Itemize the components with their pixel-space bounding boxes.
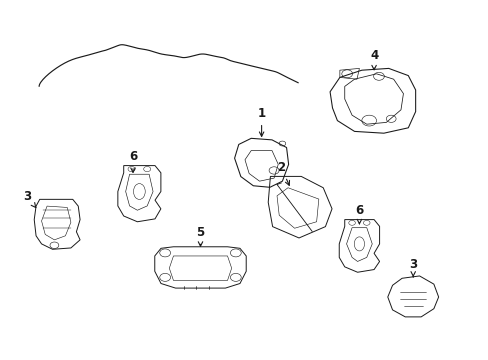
Text: 6: 6 bbox=[129, 150, 137, 172]
Text: 3: 3 bbox=[23, 190, 36, 208]
Text: 2: 2 bbox=[277, 161, 289, 185]
Text: 1: 1 bbox=[257, 107, 265, 136]
Text: 5: 5 bbox=[196, 226, 204, 246]
Text: 6: 6 bbox=[355, 204, 363, 224]
Text: 4: 4 bbox=[369, 49, 377, 70]
Text: 3: 3 bbox=[408, 258, 416, 277]
